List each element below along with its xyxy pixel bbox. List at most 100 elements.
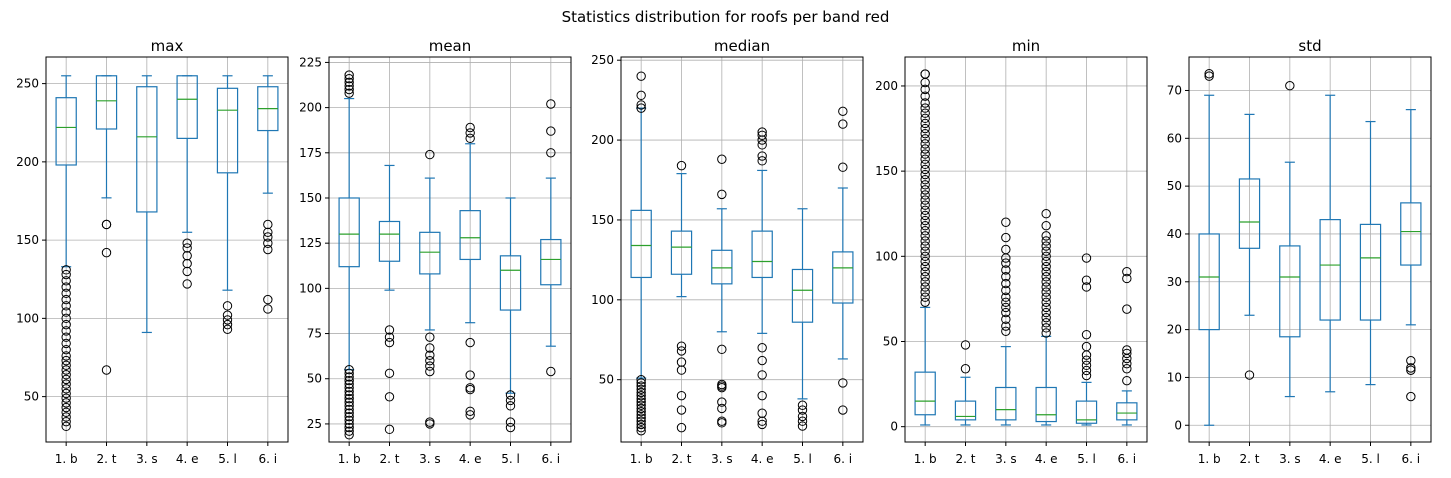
- flier-point: [61, 294, 71, 305]
- flier-point: [344, 411, 354, 422]
- box-iqr: [176, 75, 198, 139]
- x-tick-label: 6. i: [259, 452, 278, 466]
- flier-point: [636, 384, 646, 394]
- flier-point: [636, 100, 646, 110]
- flier-point: [797, 411, 808, 422]
- x-tick-label: 1. b: [55, 452, 78, 466]
- flier-point: [384, 368, 395, 379]
- flier-point: [182, 251, 192, 261]
- flier-point: [920, 272, 930, 282]
- flier-point: [920, 200, 930, 210]
- flier-point: [263, 238, 273, 248]
- box-1: [55, 75, 77, 432]
- flier-point: [344, 368, 354, 379]
- flier-point: [920, 297, 930, 308]
- flier-point: [717, 154, 727, 164]
- flier-point: [757, 390, 767, 401]
- flier-point: [1001, 292, 1011, 302]
- flier-point: [101, 365, 112, 375]
- panel-min: 0 50 100 150 200 1. b 2. t 3. s 4. e 5. l 6. i min: [875, 37, 1148, 466]
- x-tick-label: 3. s: [136, 452, 158, 466]
- flier-point: [920, 287, 930, 297]
- flier-point: [61, 407, 71, 417]
- box-5: [1075, 253, 1098, 426]
- flier-point: [920, 91, 930, 101]
- x-tick-label: 1. b: [630, 452, 653, 466]
- x-tick-label: 5. l: [1077, 452, 1096, 466]
- flier-point: [1041, 261, 1051, 272]
- box-iqr: [338, 197, 360, 268]
- flier-point: [344, 426, 354, 436]
- flier-point: [61, 421, 71, 432]
- box-iqr: [791, 268, 814, 323]
- box-5: [499, 197, 522, 433]
- flier-point: [61, 402, 71, 413]
- y-tick-label: 50: [1167, 179, 1182, 193]
- box-iqr: [1279, 245, 1301, 338]
- box-6: [832, 106, 854, 415]
- flier-point: [465, 133, 475, 144]
- flier-point: [61, 265, 71, 275]
- y-tick-label: 200: [16, 155, 39, 169]
- flier-point: [636, 381, 646, 391]
- y-tick-label: 50: [599, 373, 614, 387]
- flier-point: [546, 99, 556, 109]
- box-iqr: [1400, 202, 1422, 266]
- box-iqr: [499, 255, 522, 311]
- y-tick-label: 0: [890, 420, 898, 434]
- box-iqr: [995, 386, 1017, 421]
- flier-point: [636, 410, 646, 420]
- y-tick-label: 175: [299, 146, 322, 160]
- flier-point: [344, 372, 354, 382]
- flier-point: [61, 398, 71, 408]
- flier-point: [344, 81, 354, 91]
- flier-point: [920, 174, 930, 185]
- flier-point: [61, 276, 71, 286]
- flier-point: [1122, 345, 1132, 355]
- flier-point: [61, 269, 71, 280]
- flier-point: [1406, 365, 1416, 375]
- flier-point: [1081, 341, 1092, 352]
- box-1: [338, 70, 360, 440]
- flier-point: [676, 422, 687, 433]
- flier-point: [1081, 355, 1092, 365]
- flier-point: [797, 416, 808, 426]
- box-2: [954, 340, 977, 426]
- flier-point: [344, 386, 354, 397]
- flier-point: [636, 90, 646, 101]
- flier-point: [636, 397, 646, 407]
- flier-point: [838, 405, 848, 415]
- axes-frame: [45, 56, 289, 443]
- flier-point: [465, 410, 475, 420]
- x-tick-label: 6. i: [834, 452, 853, 466]
- flier-point: [222, 301, 233, 311]
- flier-point: [757, 156, 767, 166]
- y-tick-label: 20: [1167, 323, 1182, 337]
- box-3: [711, 154, 733, 428]
- flier-point: [920, 226, 930, 236]
- flier-point: [1001, 326, 1011, 336]
- flier-point: [1041, 318, 1051, 328]
- y-tick-label: 25: [307, 417, 322, 431]
- flier-point: [838, 119, 848, 129]
- flier-point: [505, 417, 516, 427]
- flier-point: [1406, 391, 1416, 402]
- flier-point: [920, 134, 930, 144]
- flier-point: [757, 151, 767, 161]
- box-6: [1116, 266, 1138, 426]
- flier-point: [1081, 329, 1092, 340]
- flier-point: [263, 294, 273, 305]
- box-2: [1238, 113, 1261, 380]
- flier-point: [1001, 217, 1011, 227]
- flier-point: [920, 128, 930, 139]
- flier-point: [425, 361, 435, 371]
- flier-point: [920, 195, 930, 205]
- flier-point: [920, 123, 930, 134]
- flier-point: [1001, 265, 1011, 275]
- flier-point: [636, 374, 646, 385]
- y-tick-label: 250: [591, 53, 614, 67]
- x-tick-label: 3. s: [419, 452, 441, 466]
- flier-point: [838, 106, 848, 117]
- flier-point: [1001, 232, 1011, 243]
- box-6: [257, 75, 279, 314]
